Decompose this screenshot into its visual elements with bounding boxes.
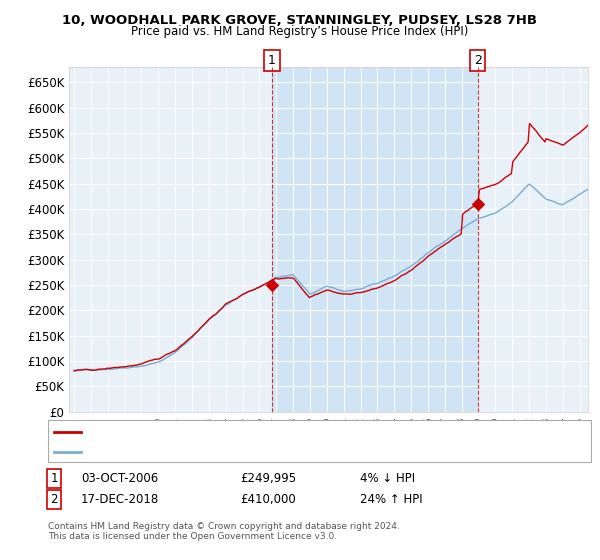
Text: £249,995: £249,995	[240, 472, 296, 486]
Text: 2: 2	[50, 493, 58, 506]
Text: HPI: Average price, detached house, Leeds: HPI: Average price, detached house, Leed…	[87, 446, 310, 456]
Text: Price paid vs. HM Land Registry’s House Price Index (HPI): Price paid vs. HM Land Registry’s House …	[131, 25, 469, 38]
Bar	[272, 67, 478, 412]
Text: 2: 2	[474, 54, 482, 67]
Text: 1: 1	[268, 54, 276, 67]
Text: 10, WOODHALL PARK GROVE, STANNINGLEY, PUDSEY, LS28 7HB (detached house): 10, WOODHALL PARK GROVE, STANNINGLEY, PU…	[87, 427, 517, 437]
Text: 4% ↓ HPI: 4% ↓ HPI	[360, 472, 415, 486]
Point	[267, 281, 277, 290]
Text: 03-OCT-2006: 03-OCT-2006	[81, 472, 158, 486]
Text: 1: 1	[50, 472, 58, 486]
Text: 17-DEC-2018: 17-DEC-2018	[81, 493, 159, 506]
Text: 10, WOODHALL PARK GROVE, STANNINGLEY, PUDSEY, LS28 7HB: 10, WOODHALL PARK GROVE, STANNINGLEY, PU…	[62, 14, 538, 27]
Text: Contains HM Land Registry data © Crown copyright and database right 2024.
This d: Contains HM Land Registry data © Crown c…	[48, 522, 400, 542]
Text: £410,000: £410,000	[240, 493, 296, 506]
Text: 24% ↑ HPI: 24% ↑ HPI	[360, 493, 422, 506]
Point	[473, 199, 482, 208]
